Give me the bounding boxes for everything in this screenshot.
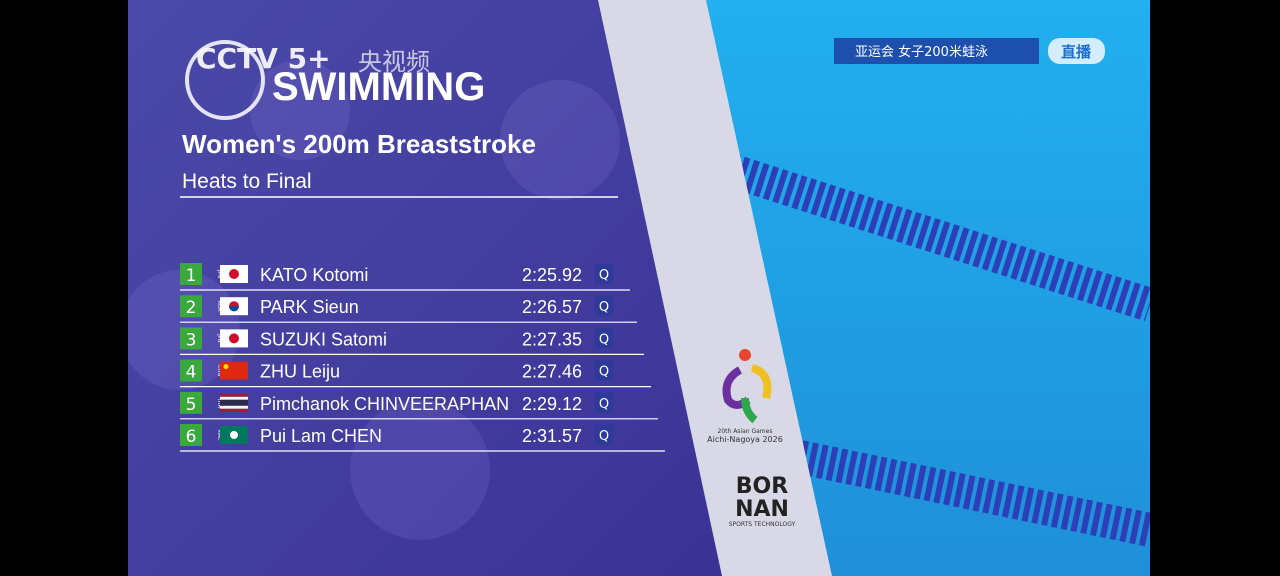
qualifier-box <box>595 392 613 413</box>
rank-box <box>180 359 202 382</box>
games-name: 20th Asian Games <box>718 428 773 435</box>
qualifier: Q <box>599 429 609 444</box>
flag <box>220 297 248 316</box>
flag <box>220 426 248 444</box>
rank: 4 <box>186 363 197 383</box>
athlete-name: PARK Sieun <box>260 297 359 317</box>
time: 2:29.12 <box>522 394 582 414</box>
app-name: 央视频 <box>358 48 430 76</box>
qualifier: Q <box>599 365 609 380</box>
flag-lotus <box>230 431 238 439</box>
letterbox-right <box>1150 0 1280 576</box>
rank: 3 <box>186 330 197 350</box>
country-code: KOR <box>216 301 222 312</box>
flag-field <box>220 361 248 380</box>
event-title: Women's 200m Breaststroke <box>182 129 536 159</box>
country-code: JPN <box>216 269 222 278</box>
qualifier: Q <box>599 268 609 283</box>
flag <box>220 329 248 348</box>
sponsor-line: NAN <box>735 497 789 522</box>
country-code: CHN <box>216 365 222 376</box>
athlete-name: Pui Lam CHEN <box>260 426 382 446</box>
qualifier-box <box>595 425 613 445</box>
lane-ropes <box>724 153 1156 547</box>
live-badge-text: 直播 <box>1061 43 1092 61</box>
time: 2:25.92 <box>522 265 582 285</box>
flag-stripe <box>220 408 248 412</box>
rank-box <box>180 295 202 318</box>
qualifier: Q <box>599 332 609 347</box>
time: 2:27.46 <box>522 362 582 382</box>
games-city: Aichi-Nagoya 2026 <box>707 435 783 444</box>
flag-stripe <box>220 393 248 397</box>
time: 2:26.57 <box>522 297 582 317</box>
time: 2:27.35 <box>522 329 582 349</box>
country-code: JPN <box>216 333 222 342</box>
country-code: MAC <box>216 429 222 441</box>
channel-logo <box>185 40 265 120</box>
athlete-name: Pimchanok CHINVEERAPHAN <box>260 394 509 414</box>
sponsor-line: BOR <box>736 474 788 499</box>
qualifier-box <box>595 264 613 284</box>
rank-box <box>180 263 202 285</box>
event-phase: Heats to Final <box>182 170 312 193</box>
flag-stripe <box>220 396 248 400</box>
flag <box>220 393 248 412</box>
flag-disc <box>229 269 239 279</box>
qualifier-box <box>595 296 613 317</box>
panel-pattern <box>120 60 620 540</box>
qualifier: Q <box>599 300 609 315</box>
event-badge <box>834 38 1039 64</box>
time: 2:31.57 <box>522 426 582 446</box>
athlete-name: SUZUKI Satomi <box>260 329 387 349</box>
info-panel <box>128 0 725 576</box>
rank: 2 <box>186 298 197 318</box>
diagonal-band <box>598 0 832 576</box>
qualifier: Q <box>599 397 609 412</box>
athlete-name: ZHU Leiju <box>260 362 340 382</box>
rank: 5 <box>186 395 197 415</box>
results-table: 1 JPN KATO Kotomi 2:25.92 Q 2 KOR PARK Sieun 2:2… <box>180 263 665 452</box>
rank-box <box>180 327 202 350</box>
rank: 6 <box>186 427 197 447</box>
rank: 1 <box>186 266 197 286</box>
rank-box <box>180 424 202 446</box>
flag-stripe <box>220 405 248 409</box>
sponsor-tagline: SPORTS TECHNOLOGY <box>729 521 796 528</box>
rank-box <box>180 391 202 414</box>
flag <box>220 265 248 283</box>
event-badge-text: 亚运会 女子200米蛙泳 <box>855 44 988 60</box>
flag-disc <box>229 306 239 312</box>
games-logo: 20th Asian Games Aichi-Nagoya 2026 <box>707 349 783 444</box>
qualifier-box <box>595 360 613 381</box>
qualifier-box <box>595 328 613 349</box>
flag-stripe <box>220 399 248 406</box>
athlete-name: KATO Kotomi <box>260 265 368 285</box>
flag <box>220 361 248 380</box>
flag-disc <box>229 333 239 344</box>
country-code: THA <box>216 397 222 409</box>
letterbox-left <box>0 0 128 576</box>
live-badge <box>1048 38 1105 64</box>
flag-star <box>223 364 229 370</box>
sport-title: SWIMMING <box>272 65 485 109</box>
channel-name: CCTV 5+ <box>196 42 331 75</box>
